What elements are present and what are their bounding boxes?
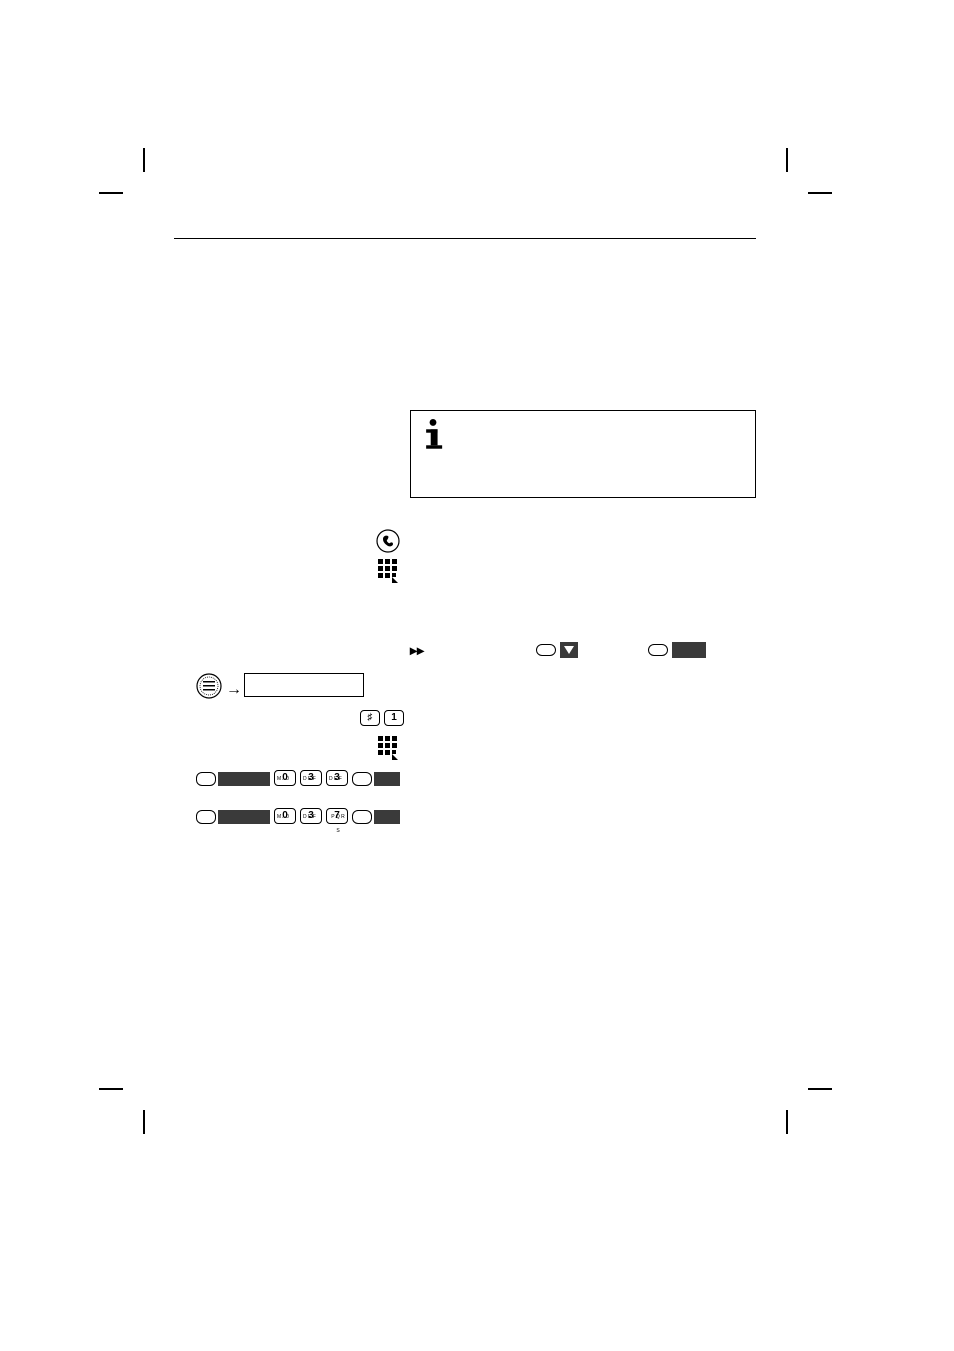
zero-key: M←00	[274, 770, 296, 786]
hash-key: ♯	[360, 710, 380, 726]
crop-mark	[786, 148, 788, 172]
softkey-icon	[648, 644, 668, 656]
arrow-right-icon: ▸▸	[410, 642, 424, 659]
crop-mark	[786, 1110, 788, 1134]
down-arrow-box	[560, 642, 578, 658]
crop-mark	[99, 1088, 123, 1090]
softkey-icon	[196, 810, 216, 824]
label-box	[374, 772, 400, 786]
label-box	[218, 810, 270, 824]
crop-mark	[808, 192, 832, 194]
softkey-icon	[352, 810, 372, 824]
zero-key: M←00	[274, 808, 296, 824]
label-box	[218, 772, 270, 786]
crop-mark	[143, 1110, 145, 1134]
softkey-icon	[196, 772, 216, 786]
input-field	[244, 673, 364, 697]
divider	[174, 238, 756, 239]
keypad-icon	[378, 559, 398, 583]
softkey-icon	[352, 772, 372, 786]
label-box	[374, 810, 400, 824]
three-key: D E F3	[326, 770, 348, 786]
crop-mark	[99, 192, 123, 194]
seven-key: P Q R S7	[326, 808, 348, 824]
three-key: D E F3	[300, 808, 322, 824]
arrow-right-icon: →	[226, 681, 242, 699]
keypad-icon	[378, 736, 398, 760]
crop-mark	[808, 1088, 832, 1090]
phone-icon	[376, 529, 400, 553]
menu-icon	[196, 673, 222, 699]
label-box	[672, 642, 706, 658]
three-key: D E F3	[300, 770, 322, 786]
one-key: 1	[384, 710, 404, 726]
info-icon	[419, 419, 447, 451]
crop-mark	[143, 148, 145, 172]
info-box	[410, 410, 756, 498]
softkey-icon	[536, 644, 556, 656]
